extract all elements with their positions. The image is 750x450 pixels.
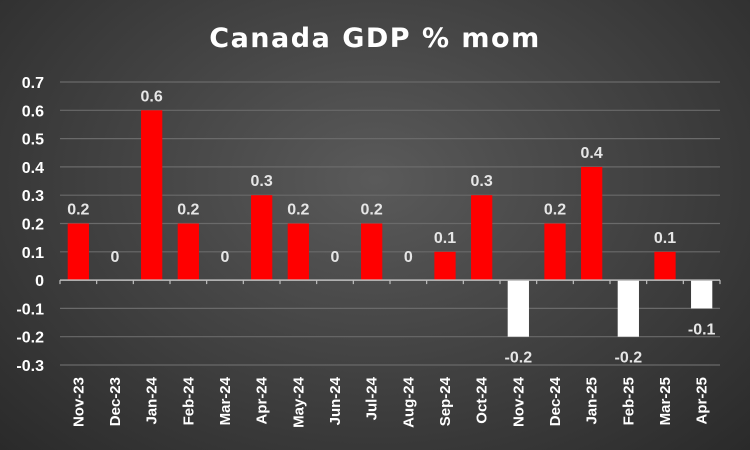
y-tick-label: 0.6 bbox=[22, 103, 44, 120]
x-tick-label: Oct-24 bbox=[474, 376, 491, 423]
y-tick-label: 0.2 bbox=[22, 217, 44, 234]
y-tick-label: 0.1 bbox=[22, 245, 44, 262]
x-tick-label: Apr-24 bbox=[254, 376, 271, 424]
x-tick-label: Dec-23 bbox=[107, 377, 124, 426]
y-tick-label: 0.5 bbox=[22, 132, 44, 149]
bar-feb-25 bbox=[617, 280, 639, 337]
x-tick-label: Jun-24 bbox=[327, 376, 344, 425]
data-label: 0 bbox=[111, 249, 120, 266]
y-tick-label: 0.4 bbox=[22, 160, 44, 177]
x-tick-label: Mar-25 bbox=[657, 377, 674, 425]
data-label: 0.4 bbox=[581, 145, 603, 162]
x-axis: Nov-23 Dec-23 Jan-24 Feb-24 Mar-24 Apr-24 May-… bbox=[59, 279, 721, 428]
data-label: 0.3 bbox=[471, 173, 493, 190]
data-label: 0.2 bbox=[67, 202, 89, 219]
data-label: 0.6 bbox=[141, 88, 163, 105]
data-label: 0.3 bbox=[251, 173, 273, 190]
x-tick-label: Apr-25 bbox=[694, 377, 711, 425]
bar-jul-24 bbox=[361, 223, 383, 281]
data-label: -0.2 bbox=[615, 350, 643, 367]
bar-nov-24 bbox=[507, 280, 529, 337]
bar-dec-24 bbox=[544, 223, 566, 281]
y-tick-label: -0.1 bbox=[16, 301, 44, 318]
x-tick-label: Aug-24 bbox=[400, 376, 417, 427]
y-axis: 0.7 0.6 0.5 0.4 0.3 0.2 0.1 0 -0.1 -0.2 -0.3 bbox=[16, 75, 44, 375]
data-label: 0 bbox=[221, 249, 230, 266]
bar-jan-25 bbox=[581, 166, 603, 281]
y-tick-label: -0.3 bbox=[16, 358, 44, 375]
gridlines bbox=[60, 81, 720, 366]
bar-jan-24 bbox=[141, 110, 163, 281]
x-tick-label: Feb-24 bbox=[180, 376, 197, 425]
data-label: 0 bbox=[404, 249, 413, 266]
x-tick-label: Jan-24 bbox=[144, 376, 161, 424]
data-label: 0.2 bbox=[544, 202, 566, 219]
data-label: 0.2 bbox=[361, 202, 383, 219]
x-tick-label: Dec-24 bbox=[547, 376, 564, 426]
data-label: 0.1 bbox=[654, 230, 676, 247]
bars bbox=[67, 110, 713, 337]
data-labels: 0.2 0 0.6 0.2 0 0.3 0.2 0 0.2 0 0.1 0.3 -0.2 0.2 0.4 -0… bbox=[67, 88, 715, 366]
bar-nov-23 bbox=[67, 223, 89, 281]
bar-mar-25 bbox=[654, 251, 676, 281]
data-label: -0.2 bbox=[505, 350, 533, 367]
y-tick-label: -0.2 bbox=[16, 330, 44, 347]
bar-sep-24 bbox=[434, 251, 456, 281]
data-label: 0 bbox=[331, 249, 340, 266]
bar-oct-24 bbox=[471, 195, 493, 281]
x-tick-label: Mar-24 bbox=[217, 376, 234, 425]
chart-title: Canada GDP % mom bbox=[209, 23, 540, 54]
data-label: -0.1 bbox=[688, 321, 716, 338]
bar-apr-25 bbox=[691, 280, 713, 309]
data-label: 0.1 bbox=[434, 230, 456, 247]
y-tick-label: 0.3 bbox=[22, 188, 44, 205]
x-tick-label: Sep-24 bbox=[437, 376, 454, 426]
data-label: 0.2 bbox=[287, 202, 309, 219]
x-tick-label: Jul-24 bbox=[364, 376, 381, 420]
y-tick-label: 0 bbox=[35, 273, 44, 290]
x-tick-label: May-24 bbox=[290, 376, 307, 428]
x-tick-label: Feb-25 bbox=[620, 377, 637, 425]
x-tick-label: Nov-23 bbox=[70, 377, 87, 427]
x-tick-label: Jan-25 bbox=[584, 377, 601, 425]
bar-feb-24 bbox=[177, 223, 199, 281]
bar-apr-24 bbox=[251, 195, 273, 281]
bar-may-24 bbox=[287, 223, 309, 281]
y-tick-label: 0.7 bbox=[22, 75, 44, 92]
x-tick-label: Nov-24 bbox=[510, 376, 527, 427]
data-label: 0.2 bbox=[177, 202, 199, 219]
